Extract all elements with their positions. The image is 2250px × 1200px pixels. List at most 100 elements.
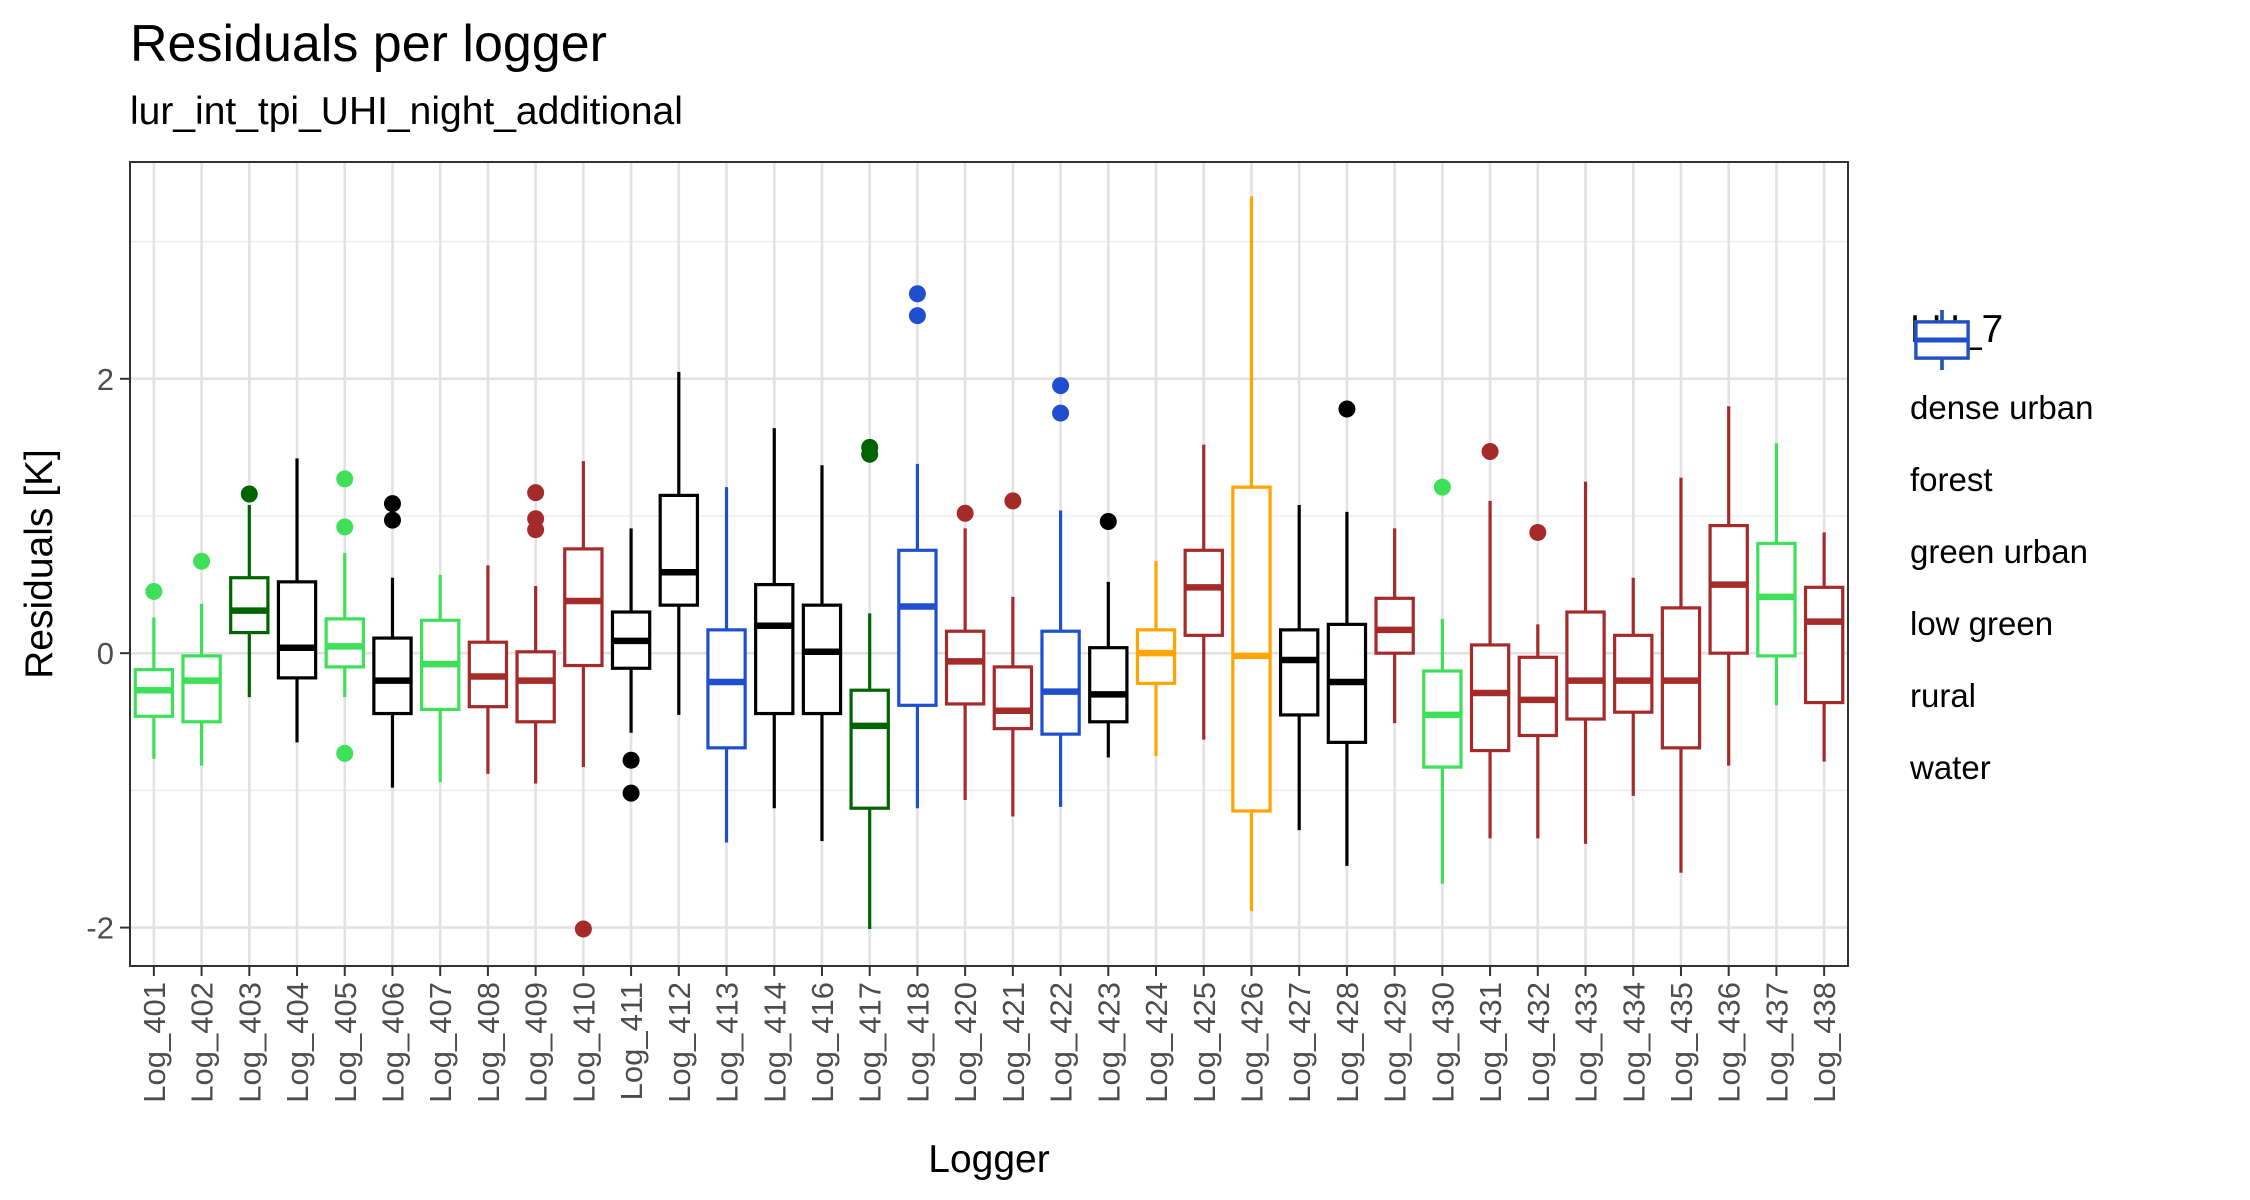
box-log-413 [706,487,747,843]
box-log-401 [133,582,175,759]
box-iqr [944,629,986,706]
legend-label: low green [1910,605,2054,642]
outlier-point [336,470,354,488]
outlier-point [861,445,879,463]
box-iqr [276,580,318,680]
box-log-426 [1231,196,1272,912]
box-log-431 [1469,442,1511,839]
box-log-423 [1088,512,1129,758]
x-tick-label: Log_436 [1712,982,1747,1103]
outlier-point [527,521,545,539]
chart-title: Residuals per logger [130,15,607,73]
outlier-point [336,744,354,762]
box-iqr [515,650,556,724]
x-tick-label: Log_411 [614,982,649,1100]
plot-border [129,161,1849,967]
box-iqr [1422,669,1463,769]
outlier-point [622,751,640,769]
box-log-409 [515,484,556,784]
box-log-411 [610,528,652,802]
outlier-point [336,518,354,536]
box-iqr [1183,548,1224,637]
box-log-414 [754,428,795,809]
box-iqr [1278,628,1320,717]
box-iqr [706,628,747,750]
legend-item-forest: forest [1910,310,2093,516]
legend-key [1914,310,1970,370]
x-tick-label: Log_410 [566,982,601,1103]
box-iqr [324,617,365,669]
box-iqr [1088,646,1129,724]
x-tick-label: Log_401 [137,982,172,1103]
box-log-425 [1183,444,1224,740]
x-tick-label: Log_427 [1282,982,1317,1103]
y-axis-title: Residuals [K] [18,449,61,679]
legend-label: forest [1910,461,1993,498]
plot-panel [130,162,1848,966]
outlier-point [574,920,592,938]
x-tick-label: Log_421 [996,982,1031,1103]
box-iqr [229,576,270,635]
box-iqr [1469,643,1511,753]
x-tick-label: Log_430 [1425,982,1460,1103]
y-tick-label: -2 [86,911,114,946]
box-log-410 [563,461,604,938]
x-tick-label: Log_423 [1091,982,1126,1103]
legend-item-rural: rural [1910,310,2093,732]
legend-item-green-urban: green urban [1910,310,2093,588]
box-log-420 [944,504,986,800]
box-log-437 [1756,443,1797,706]
chart-subtitle: lur_int_tpi_UHI_night_additional [130,90,683,133]
x-tick-label: Log_409 [519,982,554,1103]
box-log-416 [801,465,843,842]
x-tick-label: Log_413 [710,982,745,1103]
legend-label: dense urban [1910,389,2094,426]
box-log-417 [849,438,890,929]
outlier-point [1052,404,1070,422]
box-log-428 [1326,400,1368,866]
box-log-422 [1040,377,1081,807]
box-iqr [897,548,938,707]
box-iqr [801,603,843,716]
box-iqr [1374,596,1415,655]
outlier-point [1433,478,1451,496]
x-tick-label: Log_403 [232,982,267,1103]
box-iqr [1040,629,1081,736]
box-iqr [849,688,890,810]
box-log-406 [372,495,413,788]
outlier-point [193,552,211,570]
legend-label: water [1910,749,1991,786]
outlier-point [956,504,974,522]
x-tick-label: Log_406 [375,982,410,1103]
box-log-402 [181,552,222,766]
box-log-408 [467,565,509,774]
x-tick-label: Log_437 [1759,982,1794,1103]
x-tick-label: Log_428 [1330,982,1365,1103]
x-tick-label: Log_422 [1044,982,1079,1103]
x-tick-label: Log_425 [1187,982,1222,1103]
y-tick-label: 0 [97,636,114,671]
x-tick-label: Log_438 [1807,982,1842,1103]
box-iqr [1231,485,1272,813]
x-tick-label: Log_416 [805,982,840,1103]
outlier-point [622,784,640,802]
box-iqr [992,665,1034,731]
box-log-412 [658,371,700,715]
box-log-436 [1708,406,1749,766]
box-log-424 [1135,561,1177,757]
outlier-point [908,285,926,303]
box-log-429 [1374,528,1415,724]
x-tick-label: Log_414 [757,982,792,1103]
box-log-418 [897,285,938,809]
x-tick-label: Log_424 [1139,982,1174,1103]
box-iqr [1708,523,1749,655]
box-iqr [1613,633,1654,714]
outlier-point [1099,512,1117,530]
box-iqr [181,654,222,724]
outlier-point [1481,442,1499,460]
legend-item-dense-urban: dense urban [1910,310,2094,444]
x-tick-label: Log_404 [280,982,315,1103]
box-log-430 [1422,478,1463,884]
